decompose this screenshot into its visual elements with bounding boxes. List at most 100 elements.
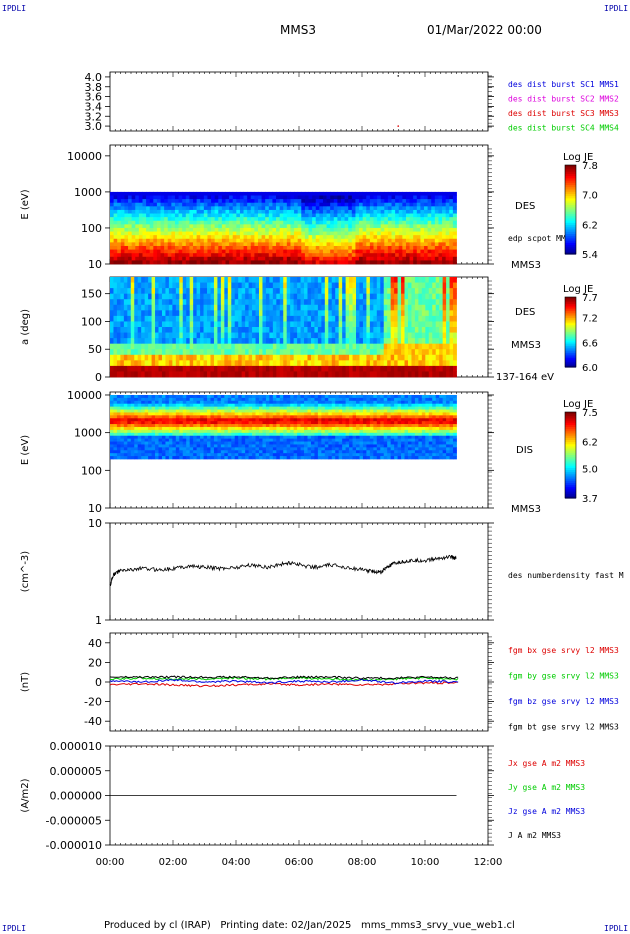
spectrogram-cell — [322, 253, 327, 258]
spectrogram-cell — [165, 409, 170, 413]
spectrogram-cell — [207, 245, 212, 250]
spectrogram-cell — [161, 282, 166, 289]
spectrogram-cell — [193, 315, 198, 322]
spectrogram-cell — [123, 288, 128, 295]
spectrogram-cell — [161, 429, 166, 434]
spectrogram-cell — [384, 242, 389, 247]
spectrogram-cell — [439, 310, 444, 317]
spectrogram-cell — [156, 231, 161, 236]
spectrogram-cell — [172, 293, 177, 300]
spectrogram-cell — [326, 217, 331, 222]
spectrogram-cell — [239, 195, 244, 200]
spectrogram-cell — [149, 217, 154, 222]
spectrogram-cell — [335, 282, 340, 289]
spectrogram-cell — [144, 406, 149, 410]
spectrogram-cell — [178, 213, 183, 218]
spectrogram-cell — [262, 315, 267, 322]
spectrogram-cell — [120, 450, 125, 454]
spectrogram-cell — [304, 242, 309, 247]
spectrogram-cell — [131, 202, 136, 207]
spectrogram-cell — [130, 304, 135, 311]
spectrogram-cell — [369, 365, 374, 372]
spectrogram-cell — [193, 249, 198, 254]
spectrogram-cell — [155, 406, 159, 410]
spectrogram-cell — [131, 191, 136, 196]
spectrogram-cell — [404, 354, 409, 361]
spectrogram-cell — [155, 426, 159, 431]
spectrogram-cell — [279, 238, 284, 243]
spectrogram-cell — [395, 213, 400, 218]
spectrogram-cell — [283, 365, 288, 372]
spectrogram-cell — [225, 199, 230, 204]
spectrogram-cell — [168, 310, 173, 317]
spectrogram-cell — [123, 438, 128, 442]
spectrogram-cell — [134, 310, 139, 317]
spectrogram-cell — [255, 299, 260, 306]
spectrogram-cell — [319, 249, 324, 254]
spectrogram-cell — [453, 315, 457, 322]
spectrogram-cell — [442, 256, 447, 261]
spectrogram-cell — [182, 360, 187, 367]
spectrogram-cell — [308, 195, 313, 200]
spectrogram-cell — [241, 354, 246, 361]
spectrogram-cell — [395, 217, 400, 222]
spectrogram-cell — [200, 349, 204, 356]
spectrogram-cell — [178, 224, 183, 229]
spectrogram-cell — [167, 260, 172, 265]
spectrogram-cell — [200, 217, 205, 222]
spectrogram-cell — [304, 282, 308, 289]
spectrogram-cell — [218, 238, 223, 243]
spectrogram-cell — [341, 199, 346, 204]
spectrogram-cell — [172, 424, 177, 428]
spectrogram-cell — [317, 315, 322, 322]
spectrogram-cell — [213, 327, 218, 333]
spectrogram-cell — [178, 199, 183, 204]
spectrogram-cell — [221, 224, 226, 229]
spectrogram-cell — [123, 299, 128, 306]
spectrogram-cell — [435, 343, 440, 350]
spectrogram-cell — [312, 260, 317, 265]
spectrogram-cell — [131, 195, 136, 200]
spectrogram-cell — [258, 360, 263, 367]
spectrogram-cell — [314, 321, 319, 328]
spectrogram-cell — [250, 235, 255, 240]
spectrogram-cell — [434, 260, 439, 265]
spectrogram-cell — [155, 447, 159, 451]
spectrogram-cell — [239, 213, 244, 218]
spectrogram-cell — [124, 235, 129, 240]
spectrogram-cell — [130, 400, 135, 405]
spectrogram-cell — [175, 406, 180, 410]
spectrogram-cell — [130, 409, 135, 413]
spectrogram-cell — [390, 360, 395, 367]
spectrogram-cell — [405, 217, 410, 222]
spectrogram-cell — [421, 371, 426, 378]
spectrogram-cell — [149, 245, 154, 250]
spectrogram-cell — [391, 249, 396, 254]
spectrogram-cell — [439, 371, 444, 378]
spectrogram-cell — [127, 371, 132, 378]
spectrogram-cell — [141, 400, 146, 405]
spectrogram-cell — [416, 253, 421, 258]
spectrogram-cell — [435, 288, 440, 295]
spectrogram-cell — [193, 332, 198, 339]
colorbar-swatch — [565, 207, 576, 211]
spectrogram-cell — [134, 343, 139, 350]
spectrogram-cell — [134, 412, 139, 416]
spectrogram-cell — [387, 209, 392, 214]
spectrogram-cell — [342, 343, 347, 350]
spectrogram-cell — [252, 310, 256, 317]
spectrogram-cell — [257, 195, 262, 200]
spectrogram-cell — [276, 256, 281, 261]
spectrogram-cell — [130, 371, 135, 378]
spectrogram-cell — [134, 435, 139, 440]
spectrogram-cell — [148, 400, 152, 405]
spectrogram-cell — [120, 426, 125, 431]
spectrogram-cell — [442, 315, 447, 322]
spectrogram-cell — [110, 256, 115, 261]
spectrogram-cell — [124, 191, 129, 196]
spectrogram-cell — [333, 209, 338, 214]
spectrogram-cell — [247, 231, 252, 236]
spectrogram-cell — [135, 231, 140, 236]
spectrogram-cell — [218, 249, 223, 254]
spectrogram-cell — [210, 327, 215, 333]
